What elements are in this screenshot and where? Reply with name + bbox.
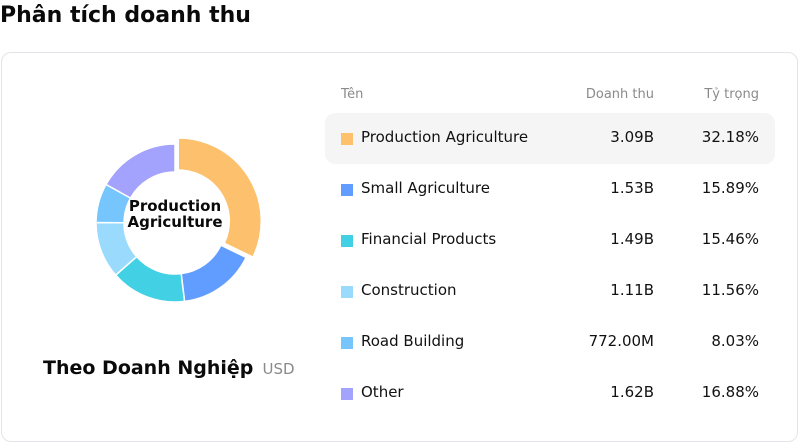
donut-slice[interactable] <box>177 137 263 259</box>
currency-unit: USD <box>262 360 295 378</box>
donut-chart <box>75 118 275 328</box>
row-revenue: 1.11B <box>610 281 654 299</box>
table-row[interactable]: Financial Products 1.49B 15.46% <box>325 215 775 266</box>
header-share: Tỷ trọng <box>704 87 759 102</box>
row-share: 15.89% <box>701 179 759 197</box>
row-revenue: 1.49B <box>610 230 654 248</box>
header-revenue: Doanh thu <box>585 87 654 102</box>
donut-slice[interactable] <box>180 244 248 303</box>
legend-swatch-icon <box>341 184 353 196</box>
page-title: Phân tích doanh thu <box>0 3 251 28</box>
row-name: Other <box>361 383 404 401</box>
legend-swatch-icon <box>341 388 353 400</box>
row-revenue: 772.00M <box>588 332 654 350</box>
row-share: 15.46% <box>701 230 759 248</box>
donut-chart-svg <box>95 137 263 303</box>
chart-subtitle-text: Theo Doanh Nghiệp <box>43 357 254 379</box>
row-revenue: 3.09B <box>610 128 654 146</box>
table-row[interactable]: Small Agriculture 1.53B 15.89% <box>325 164 775 215</box>
revenue-table: Tên Doanh thu Tỷ trọng Production Agricu… <box>325 80 775 419</box>
chart-subtitle: Theo Doanh Nghiệp USD <box>43 357 295 379</box>
legend-swatch-icon <box>341 286 353 298</box>
donut-center-label: Production Agriculture <box>127 197 223 231</box>
row-share: 11.56% <box>701 281 759 299</box>
row-share: 16.88% <box>701 383 759 401</box>
table-row[interactable]: Other 1.62B 16.88% <box>325 368 775 419</box>
row-name: Small Agriculture <box>361 179 490 197</box>
row-share: 32.18% <box>701 128 759 146</box>
row-revenue: 1.62B <box>610 383 654 401</box>
legend-swatch-icon <box>341 235 353 247</box>
row-revenue: 1.53B <box>610 179 654 197</box>
table-row[interactable]: Road Building 772.00M 8.03% <box>325 317 775 368</box>
row-name: Road Building <box>361 332 465 350</box>
donut-slice[interactable] <box>105 143 176 200</box>
table-header: Tên Doanh thu Tỷ trọng <box>325 80 775 110</box>
row-share: 8.03% <box>711 332 759 350</box>
table-row[interactable]: Construction 1.11B 11.56% <box>325 266 775 317</box>
row-name: Financial Products <box>361 230 497 248</box>
row-name: Production Agriculture <box>361 128 529 146</box>
row-name: Construction <box>361 281 457 299</box>
legend-swatch-icon <box>341 133 353 145</box>
legend-swatch-icon <box>341 337 353 349</box>
table-row[interactable]: Production Agriculture 3.09B 32.18% <box>325 113 775 164</box>
header-name: Tên <box>341 87 364 102</box>
